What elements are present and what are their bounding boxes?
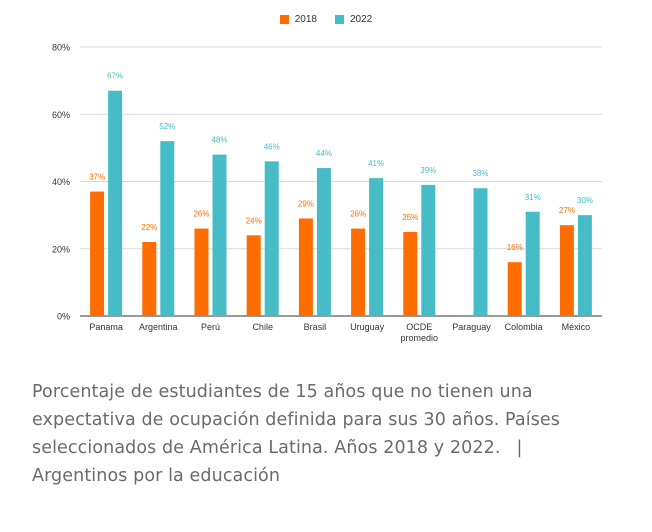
data-label-2018: 27% [559, 206, 575, 215]
x-tick-label: Chile [252, 322, 273, 332]
data-label-2022: 48% [211, 136, 227, 145]
chart-caption: Porcentaje de estudiantes de 15 años que… [32, 378, 632, 490]
bar-2018 [142, 242, 157, 316]
data-label-2018: 16% [507, 243, 523, 252]
x-tick-label: Colombia [505, 322, 543, 332]
bar-2018 [351, 228, 366, 316]
caption-text: Porcentaje de estudiantes de 15 años que… [32, 382, 560, 458]
bar-2018 [246, 235, 261, 316]
bar-2022 [473, 188, 488, 316]
y-tick-label: 40% [52, 177, 70, 187]
x-tick-label: Panama [89, 322, 123, 332]
legend-item-2022: 2022 [335, 14, 372, 25]
data-label-2022: 41% [368, 159, 384, 168]
legend-swatch-2022 [335, 15, 344, 24]
data-label-2018: 37% [89, 173, 105, 182]
data-label-2018: 25% [402, 213, 418, 222]
bar-2022 [525, 211, 540, 316]
x-tick-label: OCDE promedio [401, 322, 439, 343]
bar-2018 [559, 225, 574, 316]
caption-separator: | [516, 438, 523, 458]
y-tick-label: 0% [57, 312, 70, 322]
data-label-2018: 26% [350, 210, 366, 219]
bar-2022 [316, 168, 331, 316]
y-tick-label: 60% [52, 110, 70, 120]
bar-2018 [194, 228, 209, 316]
caption-source: Argentinos por la educación [32, 466, 281, 486]
x-tick-label: Perú [201, 322, 220, 332]
bar-2018 [90, 191, 105, 316]
bar-2022 [264, 161, 279, 316]
x-tick-label: Brasil [304, 322, 327, 332]
x-tick-label: México [562, 322, 591, 332]
legend-label-2022: 2022 [350, 14, 373, 25]
data-label-2022: 44% [316, 149, 332, 158]
x-tick-label: Uruguay [350, 322, 385, 332]
chart-plot: 0% 20% 40% 60% 80% 37% 67% Panama 22% 52% Argentin… [52, 43, 602, 343]
data-label-2018: 24% [246, 216, 262, 225]
chart: 2018 2022 0% 20% 40% 60% 80% 37% 67% Panama 22% 5… [0, 14, 652, 343]
bar-2022 [160, 141, 175, 316]
legend-label-2018: 2018 [294, 14, 317, 25]
data-label-2022: 46% [264, 142, 280, 151]
data-label-2022: 52% [159, 122, 175, 131]
data-label-2022: 38% [472, 169, 488, 178]
data-label-2022: 30% [577, 196, 593, 205]
data-label-2018: 22% [141, 223, 157, 232]
bar-2018 [298, 218, 313, 316]
data-label-2018: 29% [298, 199, 314, 208]
data-label-2022: 31% [525, 193, 541, 202]
x-tick-label: Argentina [139, 322, 178, 332]
data-label-2022: 39% [420, 166, 436, 175]
data-label-2022: 67% [107, 72, 123, 81]
bar-2022 [577, 215, 592, 316]
data-label-2018: 26% [193, 210, 209, 219]
legend-swatch-2018 [279, 15, 289, 24]
bar-2022 [108, 90, 123, 317]
bar-2022 [212, 154, 227, 316]
y-tick-label: 80% [52, 43, 70, 53]
bar-2018 [403, 231, 418, 316]
bar-2018 [507, 262, 522, 316]
chart-legend: 2018 2022 [0, 14, 652, 25]
legend-item-2018: 2018 [279, 14, 317, 25]
x-tick-label: Paraguay [452, 322, 491, 332]
y-tick-label: 20% [52, 244, 70, 254]
bar-2022 [421, 184, 436, 316]
bar-2022 [369, 178, 384, 316]
